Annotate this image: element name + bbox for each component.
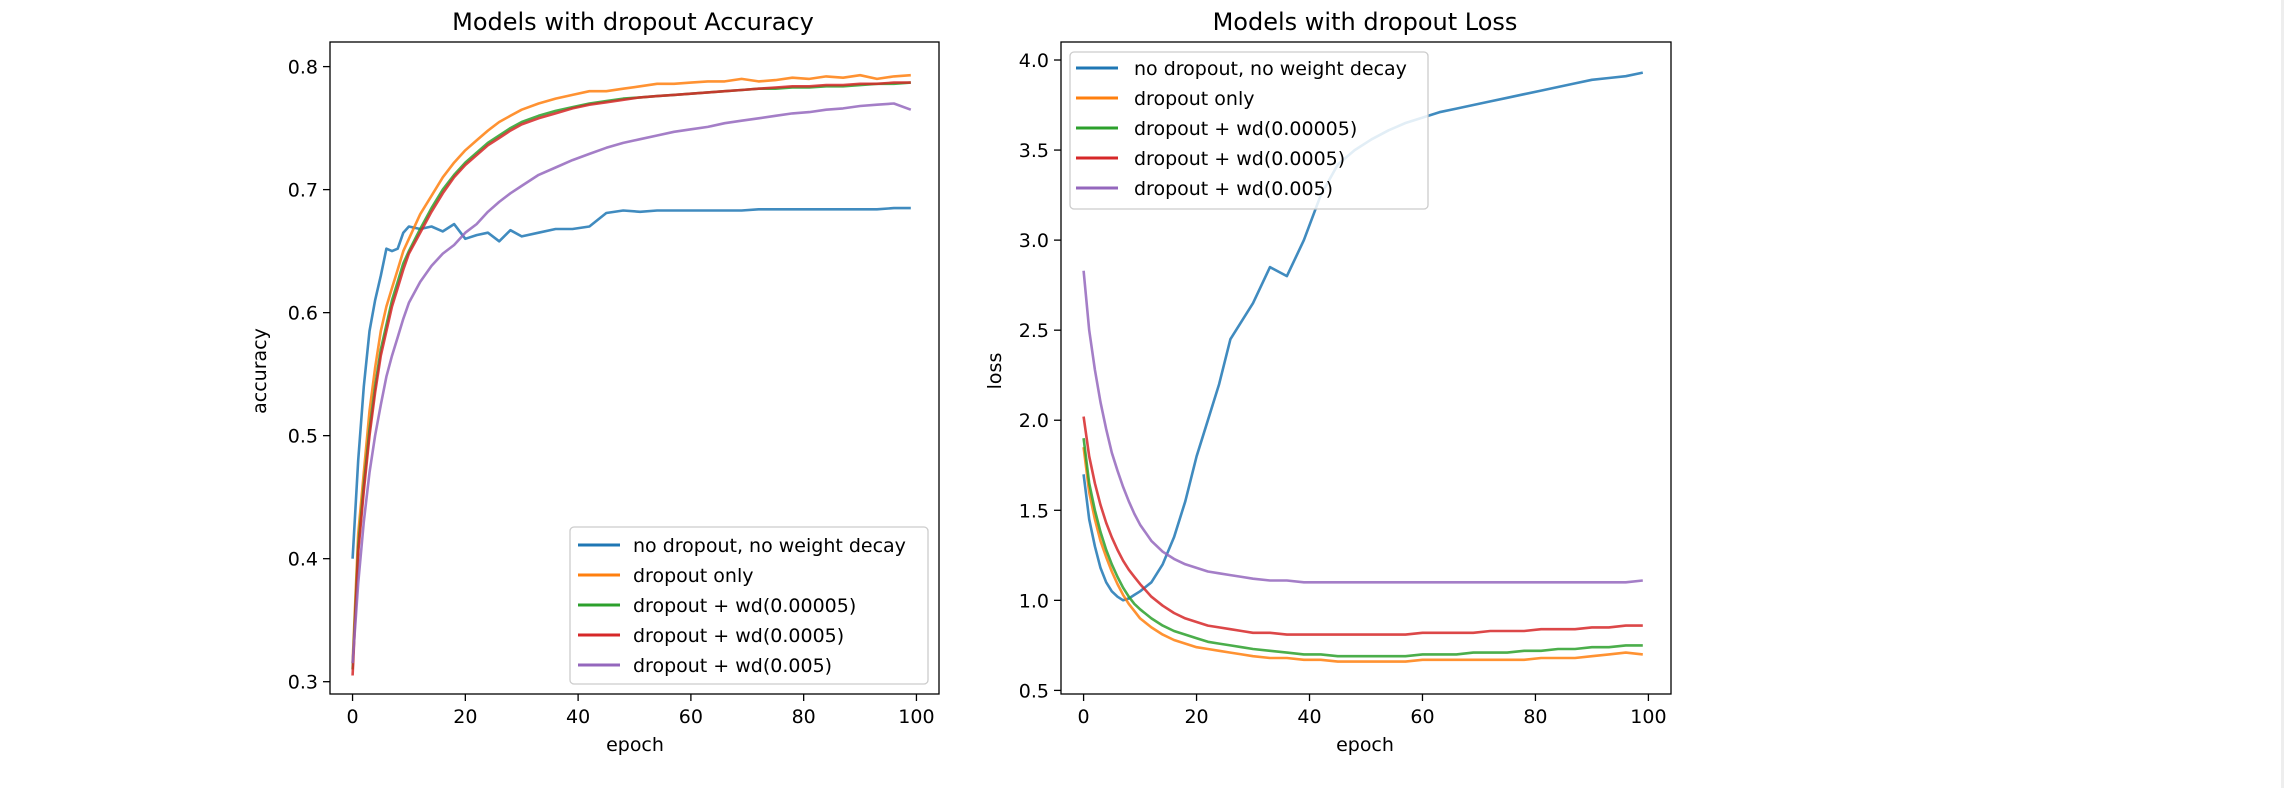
accuracy-legend: no dropout, no weight decay dropout only… xyxy=(569,526,929,685)
accuracy-x-tick-label: 0 xyxy=(347,706,359,728)
loss-y-axis-label: loss xyxy=(984,353,1006,390)
accuracy-legend-box xyxy=(569,526,929,685)
loss-legend-label-dropout-only: dropout only xyxy=(1134,88,1255,110)
accuracy-y-tick-label: 0.8 xyxy=(288,57,318,79)
loss-x-tick-label: 20 xyxy=(1184,706,1208,728)
accuracy-legend-label-wd-0005: dropout + wd(0.0005) xyxy=(633,625,844,647)
accuracy-y-tick-label: 0.7 xyxy=(288,180,318,202)
accuracy-y-tick-label: 0.3 xyxy=(288,672,318,694)
accuracy-x-tick-label: 60 xyxy=(679,706,703,728)
loss-y-tick-label: 3.0 xyxy=(1019,230,1049,252)
accuracy-series-line-wd-005 xyxy=(351,102,912,664)
loss-legend-label-wd-005: dropout + wd(0.005) xyxy=(1134,178,1333,200)
accuracy-chart-title: Models with dropout Accuracy xyxy=(452,8,814,36)
loss-series-line-wd-005 xyxy=(1082,270,1643,584)
loss-axes-frame xyxy=(1060,41,1672,695)
accuracy-legend-label-wd-00005: dropout + wd(0.00005) xyxy=(633,595,856,617)
accuracy-axis-ticks: 0 20 40 60 80 100 0.3 0.4 0.5 0.6 0.7 0.8 xyxy=(288,57,935,728)
loss-chart-title: Models with dropout Loss xyxy=(1213,8,1518,36)
accuracy-panel: Models with dropout Accuracy accuracy ep… xyxy=(249,8,940,756)
loss-legend-label-no-dropout: no dropout, no weight decay xyxy=(1134,58,1407,80)
loss-x-tick-label: 100 xyxy=(1630,706,1666,728)
accuracy-series-line-dropout-only xyxy=(351,73,911,664)
loss-x-tick-label: 60 xyxy=(1410,706,1434,728)
loss-x-tick-label: 80 xyxy=(1523,706,1547,728)
loss-y-tick-label: 1.5 xyxy=(1019,500,1049,522)
loss-y-tick-label: 1.0 xyxy=(1019,590,1049,612)
right-edge-divider xyxy=(2281,0,2284,788)
loss-y-tick-label: 3.5 xyxy=(1019,140,1049,162)
accuracy-legend-label-no-dropout: no dropout, no weight decay xyxy=(633,535,906,557)
accuracy-y-tick-label: 0.5 xyxy=(288,426,318,448)
accuracy-x-tick-label: 100 xyxy=(898,706,934,728)
loss-y-tick-label: 2.5 xyxy=(1019,320,1049,342)
loss-panel: Models with dropout Loss loss epoch 0 20 4… xyxy=(984,8,1672,756)
loss-x-tick-label: 40 xyxy=(1297,706,1321,728)
accuracy-series-lines xyxy=(351,73,912,676)
loss-x-axis-label: epoch xyxy=(1336,734,1394,756)
accuracy-y-axis-label: accuracy xyxy=(249,328,271,414)
accuracy-legend-label-wd-005: dropout + wd(0.005) xyxy=(633,655,832,677)
loss-y-tick-label: 2.0 xyxy=(1019,410,1049,432)
loss-x-tick-label: 0 xyxy=(1078,706,1090,728)
loss-series-line-no-dropout xyxy=(1082,71,1644,602)
loss-y-tick-label: 0.5 xyxy=(1019,680,1049,702)
accuracy-y-tick-label: 0.6 xyxy=(288,303,318,325)
accuracy-axes-frame xyxy=(329,41,940,695)
accuracy-series-line-no-dropout xyxy=(351,206,911,559)
loss-axis-ticks: 0 20 40 60 80 100 0.5 1.0 1.5 2.0 2.5 3.0 3.5 4.0 xyxy=(1019,50,1667,728)
loss-series-line-wd-0005 xyxy=(1082,416,1643,636)
accuracy-legend-label-dropout-only: dropout only xyxy=(633,565,754,587)
loss-legend: no dropout, no weight decay dropout only… xyxy=(1069,51,1429,210)
loss-legend-label-wd-0005: dropout + wd(0.0005) xyxy=(1134,148,1345,170)
loss-series-line-dropout-only xyxy=(1082,447,1643,663)
accuracy-x-tick-label: 80 xyxy=(792,706,816,728)
loss-series-lines xyxy=(1082,71,1644,663)
accuracy-series-line-wd-0005 xyxy=(351,81,911,676)
accuracy-x-tick-label: 40 xyxy=(566,706,590,728)
loss-legend-box xyxy=(1069,51,1429,210)
accuracy-x-axis-label: epoch xyxy=(606,734,664,756)
accuracy-x-tick-label: 20 xyxy=(453,706,477,728)
loss-y-tick-label: 4.0 xyxy=(1019,50,1049,72)
loss-series-line-wd-00005 xyxy=(1082,438,1643,658)
loss-legend-label-wd-00005: dropout + wd(0.00005) xyxy=(1134,118,1357,140)
accuracy-y-tick-label: 0.4 xyxy=(288,549,318,571)
